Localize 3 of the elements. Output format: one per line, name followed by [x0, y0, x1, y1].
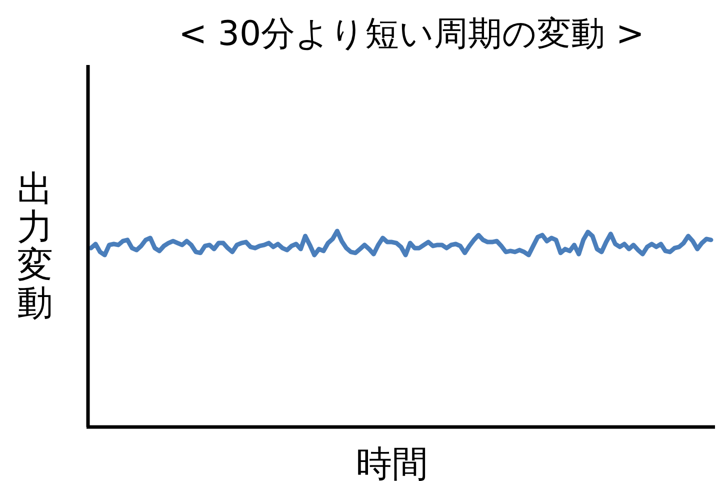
y-axis-title: 出力変動 — [17, 169, 53, 324]
chart-title: < 30分より短い周期の変動 > — [178, 14, 644, 54]
x-axis-title: 時間 — [356, 444, 428, 481]
